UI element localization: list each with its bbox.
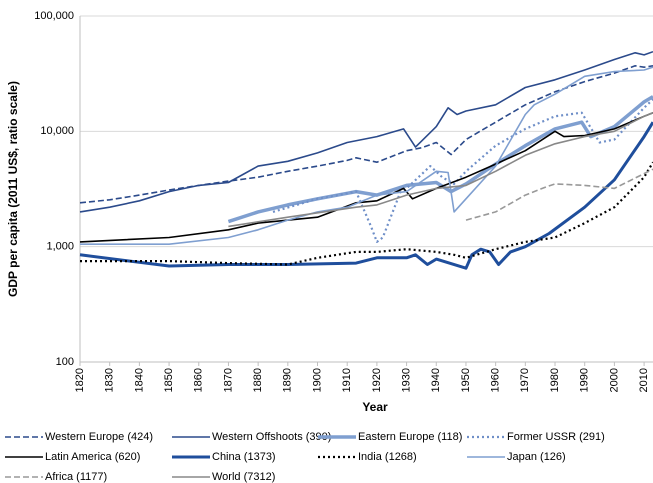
x-tick-label: 1890 xyxy=(282,368,294,392)
series-line xyxy=(228,111,653,228)
legend-label: Eastern Europe (118) xyxy=(358,431,462,443)
x-tick-label: 1920 xyxy=(371,368,383,392)
legend-label: China (1373) xyxy=(212,451,276,463)
y-tick-label: 100,000 xyxy=(34,10,74,22)
legend-label: Latin America (620) xyxy=(45,451,140,463)
series-line xyxy=(79,50,653,213)
legend-label: Japan (126) xyxy=(507,451,566,463)
x-tick-label: 1900 xyxy=(311,368,323,392)
x-tick-label: 1970 xyxy=(519,368,531,392)
x-tick-label: 1990 xyxy=(579,368,591,392)
x-tick-label: 1850 xyxy=(163,368,175,392)
x-tick-label: 1930 xyxy=(400,368,412,392)
series-line xyxy=(272,98,653,243)
legend-label: India (1268) xyxy=(358,451,417,463)
x-tick-label: 1910 xyxy=(341,368,353,392)
y-tick-label: 1,000 xyxy=(46,241,74,253)
series-line xyxy=(79,121,653,270)
x-tick-label: 1870 xyxy=(222,368,234,392)
x-tick-label: 1960 xyxy=(490,368,502,392)
series-line xyxy=(80,161,653,266)
series-line xyxy=(80,66,653,245)
x-tick-label: 1840 xyxy=(133,368,145,392)
x-tick-label: 1860 xyxy=(193,368,205,392)
y-tick-label: 10,000 xyxy=(40,125,74,137)
y-axis-title: GDP per capita (2011 US$, ratio scale) xyxy=(6,81,20,297)
x-tick-label: 1880 xyxy=(252,368,264,392)
legend-label: Western Offshoots (390) xyxy=(212,431,331,443)
x-tick-label: 1950 xyxy=(460,368,472,392)
legend-label: Western Europe (424) xyxy=(45,431,153,443)
x-axis-title: Year xyxy=(362,400,388,414)
x-tick-label: 2010 xyxy=(638,368,650,392)
x-tick-label: 2000 xyxy=(608,368,620,392)
legend-label: Africa (1177) xyxy=(45,471,107,483)
x-tick-label: 1830 xyxy=(104,368,116,392)
legend-label: World (7312) xyxy=(212,471,275,483)
y-tick-label: 100 xyxy=(56,356,74,368)
x-tick-label: 1820 xyxy=(74,368,86,392)
series-line xyxy=(465,168,653,221)
series-line xyxy=(79,111,653,243)
x-tick-label: 1940 xyxy=(430,368,442,392)
x-tick-label: 1980 xyxy=(549,368,561,392)
legend-label: Former USSR (291) xyxy=(507,431,605,443)
